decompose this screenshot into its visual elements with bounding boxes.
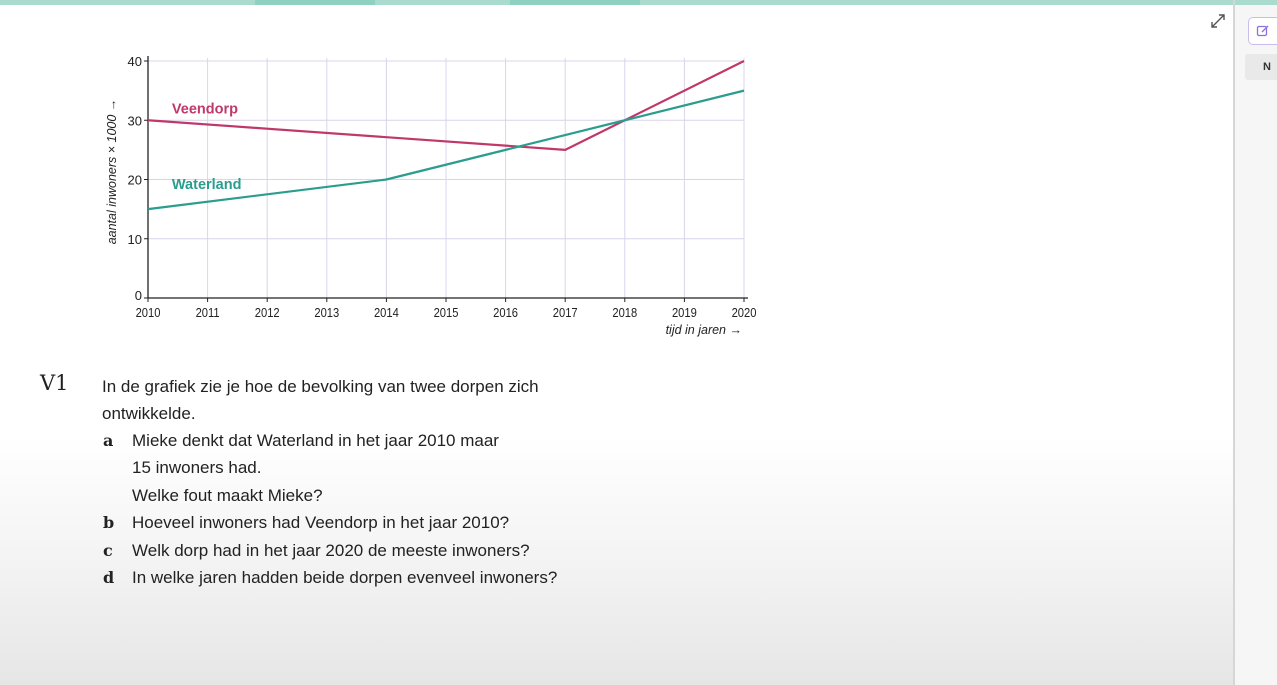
population-line-chart: 0 10 20 30 40 2010 2011 2012 2013 2014 2015 2016 201…: [105, 54, 757, 337]
x-tick-label: 2013: [314, 305, 339, 320]
series-line-veendorp: [147, 60, 745, 151]
exercise-number: V1: [40, 371, 69, 395]
y-tick-label: 10: [128, 232, 142, 247]
x-tick-label: 2014: [374, 305, 399, 320]
x-tick-label: 2015: [434, 305, 459, 320]
question-letter-d: d: [103, 568, 115, 587]
panel-divider: [1233, 0, 1235, 685]
top-strip-segment: [510, 0, 640, 5]
question-b-line: Hoeveel inwoners had Veendorp in het jaa…: [132, 513, 510, 532]
y-axis-label: aantal inwoners × 1000 →: [105, 99, 119, 245]
edit-icon: [1256, 25, 1269, 37]
question-a-line: 15 inwoners had.: [132, 458, 262, 477]
x-tick-label: 2019: [672, 305, 697, 320]
question-a-line: Mieke denkt dat Waterland in het jaar 20…: [132, 431, 499, 450]
y-tick-label: 30: [128, 113, 142, 128]
series-label-veendorp: Veendorp: [172, 101, 238, 117]
exercise-intro-line: In de grafiek zie je hoe de bevolking va…: [102, 377, 539, 396]
y-tick-label: 40: [128, 54, 142, 69]
series-label-waterland: Waterland: [172, 177, 242, 193]
edit-button[interactable]: [1248, 17, 1277, 45]
x-tick-label: 2017: [553, 305, 578, 320]
series-line-waterland: [147, 89, 745, 211]
x-tick-label: 2011: [196, 305, 220, 320]
x-tick-label: 2016: [493, 305, 518, 320]
top-strip-segment: [255, 0, 375, 5]
x-tick-label: 2010: [136, 305, 161, 320]
question-letter-a: a: [103, 431, 114, 450]
x-tick-label: 2018: [612, 305, 637, 320]
question-a-line: Welke fout maakt Mieke?: [132, 486, 323, 505]
question-letter-b: b: [103, 513, 115, 532]
y-tick-label: 0: [135, 288, 142, 303]
question-letter-c: c: [103, 541, 113, 560]
top-strip: [0, 0, 1277, 5]
x-tick-label: 2020: [732, 305, 757, 320]
panel-label: N: [1245, 54, 1277, 80]
x-axis-label: tijd in jaren →: [666, 323, 742, 337]
expand-icon[interactable]: [1210, 13, 1226, 29]
question-d-line: In welke jaren hadden beide dorpen evenv…: [132, 568, 558, 587]
right-panel: N: [1235, 5, 1277, 685]
exercise-intro-line: ontwikkelde.: [102, 404, 196, 423]
exercise-v1: V1 In de grafiek zie je hoe de bevolking…: [0, 0, 700, 620]
y-tick-label: 20: [128, 173, 142, 188]
x-tick-label: 2012: [255, 305, 280, 320]
question-c-line: Welk dorp had in het jaar 2020 de meeste…: [132, 541, 530, 560]
